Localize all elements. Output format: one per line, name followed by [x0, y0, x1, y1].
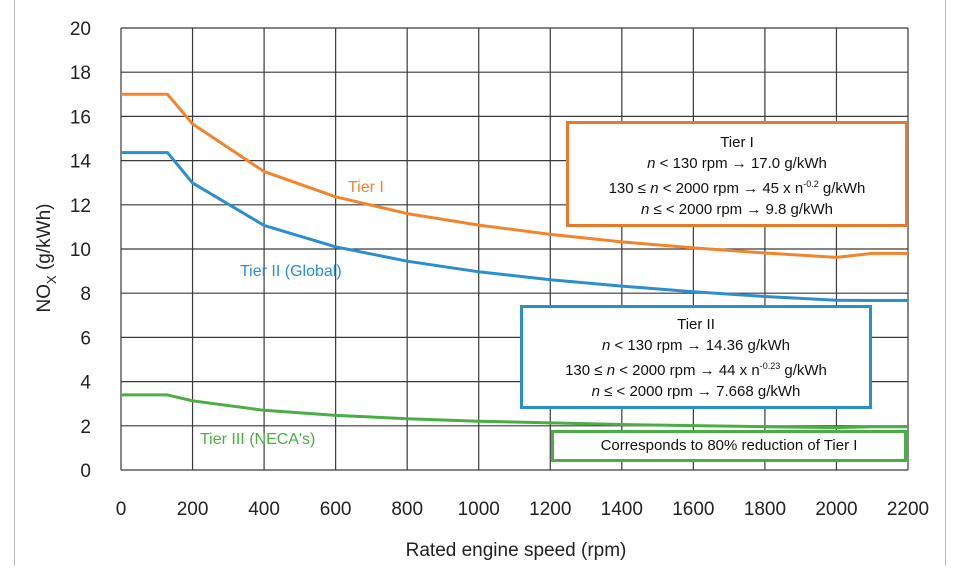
series-lines	[121, 92, 908, 430]
x-tick-label-6: 1200	[529, 499, 571, 520]
tier1-box-line3: n ≤ < 2000 rpm → 9.8 g/kWh	[640, 201, 834, 218]
y-tick-label-10: 20	[70, 19, 91, 40]
series-label-tier1: Tier I	[348, 179, 384, 196]
series-line-2	[121, 393, 908, 430]
y-tick-label-5: 10	[70, 240, 91, 261]
tier2-box-line3: n ≤ < 2000 rpm → 7.668 g/kWh	[591, 383, 801, 400]
x-axis-label: Rated engine speed (rpm)	[406, 540, 627, 561]
y-axis-label: NOX (g/kWh)	[34, 204, 59, 313]
x-tick-label-5: 1000	[458, 499, 500, 520]
y-tick-label-3: 6	[80, 328, 91, 349]
y-tick-label-4: 8	[80, 284, 91, 305]
x-tick-labels: 0 200 400 600 800 1000 1200 1400 1600 1800 2000 220…	[116, 499, 929, 520]
y-tick-label-1: 2	[80, 417, 91, 438]
x-tick-label-4: 800	[391, 499, 423, 520]
tier1-box-line1: n < 130 rpm → 17.0 g/kWh	[647, 155, 827, 172]
tier2-box-title: Tier II	[677, 316, 715, 333]
x-tick-label-9: 1800	[744, 499, 786, 520]
x-tick-label-1: 200	[177, 499, 209, 520]
grid	[120, 27, 909, 471]
y-tick-label-8: 16	[70, 107, 91, 128]
y-tick-label-9: 18	[70, 63, 91, 84]
x-tick-label-8: 1600	[672, 499, 714, 520]
tier3-box-text: Corresponds to 80% reduction of Tier I	[600, 437, 858, 454]
x-tick-label-3: 600	[320, 499, 352, 520]
tier2-box-line2: 130 ≤ n < 2000 rpm → 44 x n-0.23 g/kWh	[565, 361, 827, 379]
tier1-annotation-box: Tier I n < 130 rpm → 17.0 g/kWh 130 ≤ n …	[566, 121, 908, 227]
tier1-box-title: Tier I	[720, 134, 754, 151]
y-tick-label-0: 0	[80, 461, 91, 482]
series-label-tier2: Tier II (Global)	[240, 263, 342, 280]
figure-frame	[14, 0, 946, 566]
tier3-annotation-box: Corresponds to 80% reduction of Tier I	[551, 430, 907, 462]
tier2-box-line1: n < 130 rpm → 14.36 g/kWh	[601, 337, 790, 354]
x-tick-label-2: 400	[248, 499, 280, 520]
series-line-0	[121, 92, 908, 259]
x-tick-label-0: 0	[116, 499, 127, 520]
series-label-tier3: Tier III (NECA's)	[200, 431, 315, 448]
x-tick-label-7: 1400	[601, 499, 643, 520]
series-line-1	[121, 151, 908, 302]
y-tick-label-7: 14	[70, 152, 92, 173]
x-tick-label-10: 2000	[815, 499, 857, 520]
y-tick-label-6: 12	[70, 196, 91, 217]
tier2-annotation-box: Tier II n < 130 rpm → 14.36 g/kWh 130 ≤ …	[520, 305, 872, 409]
y-tick-labels: 0 2 4 6 8 10 12 14 16 18 20	[70, 19, 92, 482]
tier1-box-line2: 130 ≤ n < 2000 rpm → 45 x n-0.2 g/kWh	[608, 179, 866, 197]
y-tick-label-2: 4	[80, 373, 91, 394]
x-tick-label-11: 2200	[887, 499, 929, 520]
